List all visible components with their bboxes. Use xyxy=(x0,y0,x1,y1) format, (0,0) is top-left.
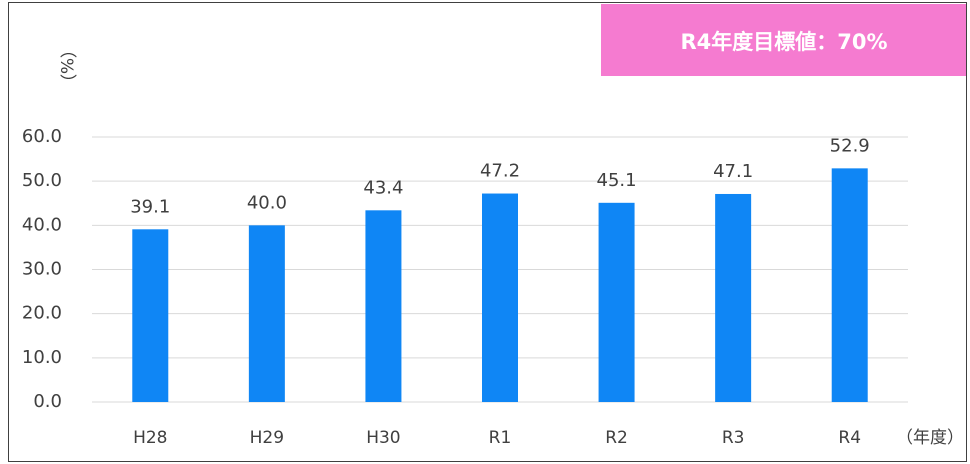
x-tick-label: H28 xyxy=(133,428,167,448)
data-label: 47.2 xyxy=(480,161,520,182)
y-tick-label: 50.0 xyxy=(22,170,62,191)
y-tick-label: 30.0 xyxy=(22,259,62,280)
data-label: 40.0 xyxy=(247,192,287,213)
bar xyxy=(132,229,169,402)
bar xyxy=(598,202,635,402)
bar xyxy=(482,193,518,402)
bar xyxy=(831,168,868,402)
data-label: 45.1 xyxy=(597,170,637,191)
y-axis-label: （%） xyxy=(56,41,77,91)
data-label: 43.4 xyxy=(363,177,403,198)
x-axis-label: （年度） xyxy=(896,428,964,448)
data-label: 52.9 xyxy=(830,135,870,156)
bar xyxy=(248,225,285,402)
bar xyxy=(365,210,402,402)
y-tick-label: 60.0 xyxy=(22,126,62,147)
bar xyxy=(715,193,752,402)
data-label: 47.1 xyxy=(713,161,753,182)
x-tick-label: R4 xyxy=(838,428,861,448)
x-tick-label: H30 xyxy=(366,428,400,448)
y-tick-label: 0.0 xyxy=(33,391,62,412)
y-tick-label: 40.0 xyxy=(22,214,62,235)
x-tick-label: R1 xyxy=(489,428,512,448)
x-tick-label: R3 xyxy=(722,428,745,448)
data-label: 39.1 xyxy=(130,196,170,217)
y-tick-label: 10.0 xyxy=(22,347,62,368)
x-tick-label: H29 xyxy=(250,428,284,448)
annotation: R4年度目標値：70% xyxy=(680,30,887,54)
y-tick-label: 20.0 xyxy=(22,303,62,324)
x-tick-label: R2 xyxy=(605,428,628,448)
annotation-box xyxy=(601,4,966,76)
